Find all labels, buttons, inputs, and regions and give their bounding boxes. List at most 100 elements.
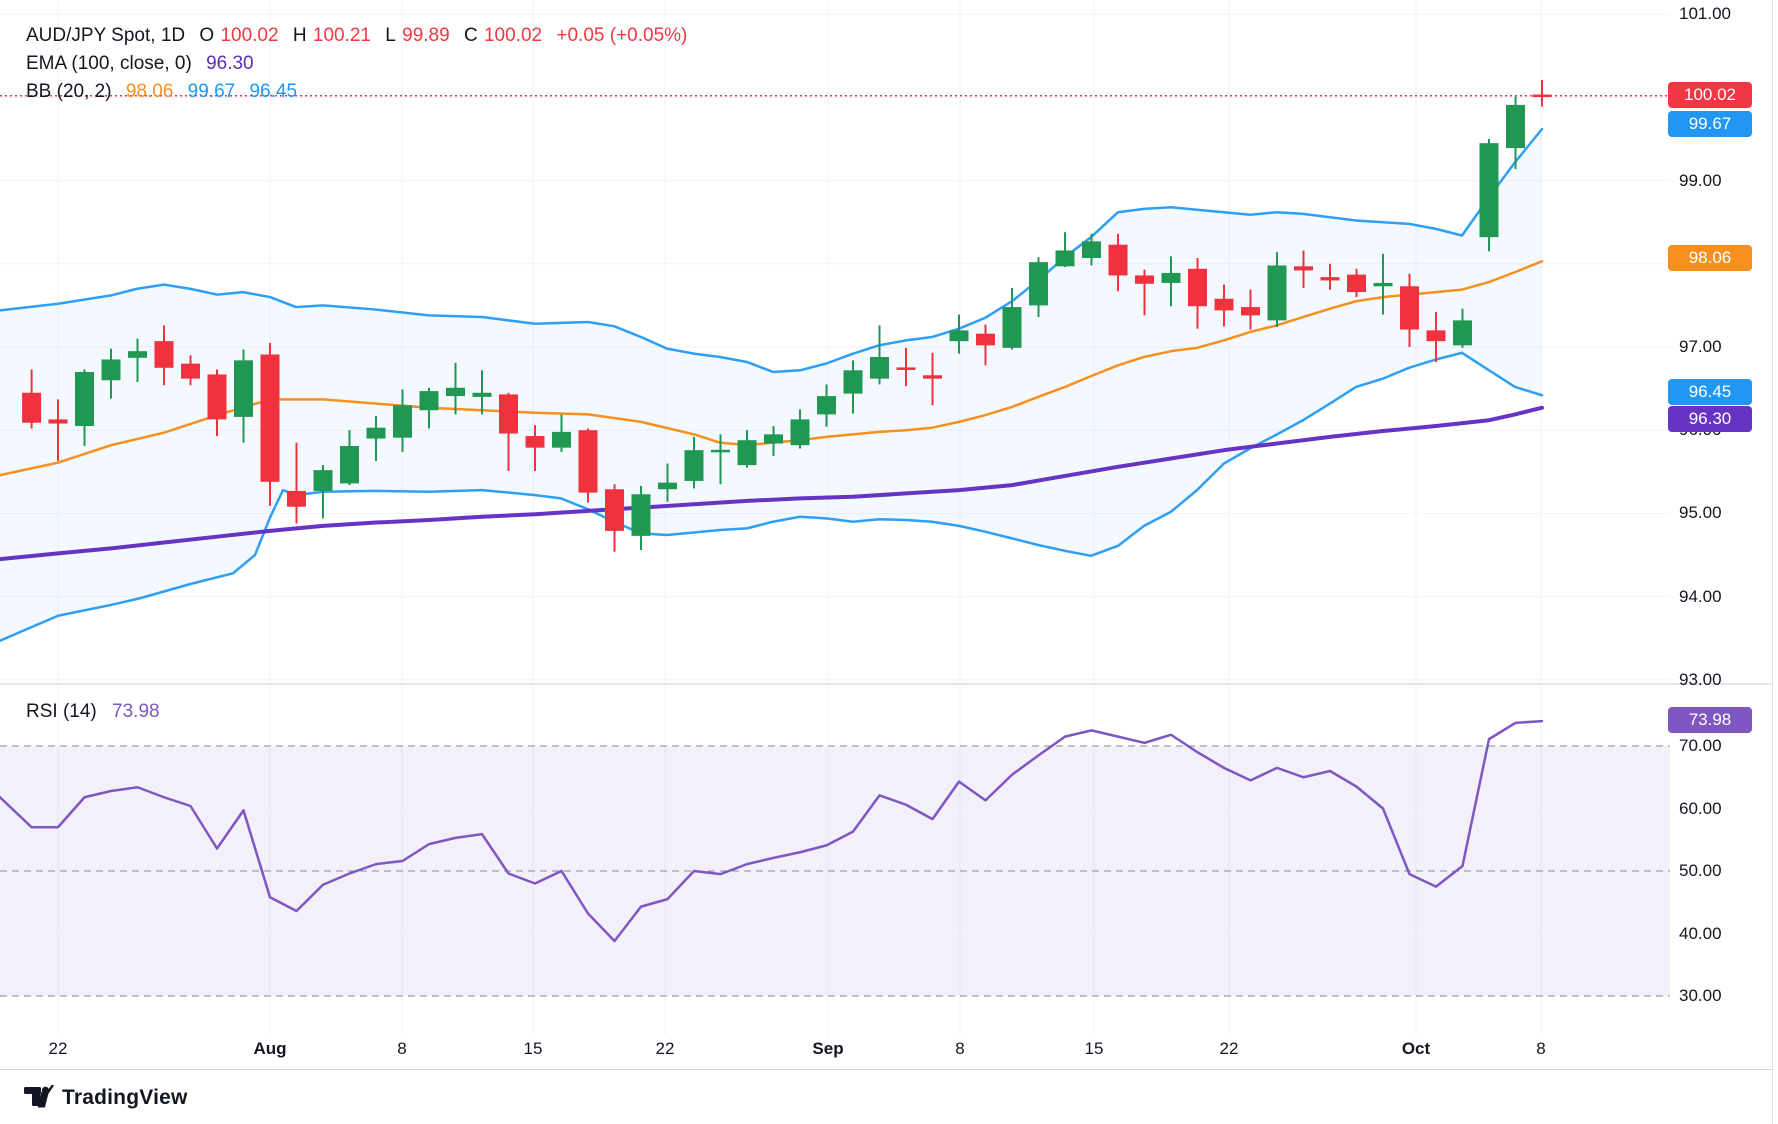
candle-body	[207, 374, 227, 420]
candle-body	[817, 396, 836, 415]
candle-body	[605, 489, 624, 531]
candle-body	[181, 363, 200, 379]
candle-body	[128, 351, 147, 358]
candle-body	[101, 359, 121, 381]
candle-body	[260, 354, 280, 482]
ema-indicator-row[interactable]: EMA (100, close, 0) 96.30	[26, 50, 696, 78]
candle-body	[1267, 265, 1287, 321]
candle-body	[631, 494, 651, 536]
price-badge: 96.45	[1668, 378, 1752, 405]
candle-body	[287, 490, 306, 507]
candle-body	[393, 405, 412, 438]
rsi-tick-label: 30.00	[1679, 986, 1722, 1005]
candle-body	[843, 370, 863, 394]
price-badge: 98.06	[1668, 244, 1752, 271]
close-prefix: C	[463, 25, 478, 46]
time-axis-label: Aug	[253, 1039, 287, 1058]
bb-fill-area	[0, 129, 1542, 641]
rsi-tick-label: 70.00	[1679, 736, 1722, 755]
ema-line	[0, 405, 1544, 562]
axis-border	[0, 1069, 1772, 1070]
time-axis-label: Sep	[812, 1039, 844, 1058]
candle-body	[472, 392, 492, 397]
candle-body	[1294, 266, 1313, 271]
candle-body	[1029, 262, 1048, 306]
candle-body	[446, 387, 465, 397]
candle-body	[949, 330, 969, 342]
bb-lower-value: 96.45	[249, 81, 298, 102]
candle-body	[1400, 286, 1419, 330]
candle-body	[313, 470, 333, 491]
price-badge: 100.02	[1668, 81, 1752, 108]
ema-value: 96.30	[206, 53, 254, 74]
pane-separator-handle[interactable]	[0, 683, 1772, 685]
candle-body	[1161, 272, 1181, 283]
open-prefix: O	[199, 25, 215, 46]
candle-body	[1241, 307, 1260, 316]
rsi-pane-canvas[interactable]	[0, 686, 1670, 1035]
candle-body	[790, 419, 810, 446]
candle-body	[1055, 250, 1075, 267]
time-axis-label: 8	[955, 1039, 965, 1058]
candle-body	[1214, 298, 1234, 311]
rsi-label[interactable]: RSI (14)	[26, 701, 97, 722]
high-value: 100.21	[312, 25, 371, 46]
tradingview-attribution[interactable]: TradingView	[24, 1080, 188, 1116]
rsi-indicator-row[interactable]: RSI (14) 73.98	[26, 700, 170, 724]
candle-body	[75, 371, 94, 427]
bb-indicator-row[interactable]: BB (20, 2) 98.06 99.67 96.45	[26, 78, 696, 106]
rsi-tick-label: 60.00	[1679, 798, 1722, 818]
symbol-title[interactable]: AUD/JPY Spot, 1D	[26, 25, 186, 46]
change-value: +0.05 (+0.05%)	[556, 25, 688, 46]
bb-label[interactable]: BB (20, 2)	[26, 81, 112, 102]
price-tick-label: 95.00	[1679, 503, 1722, 523]
low-prefix: L	[385, 25, 396, 46]
candle-body	[1135, 275, 1154, 284]
price-axis[interactable]: 101.00100.0099.0098.0097.0096.0095.0094.…	[1668, 0, 1772, 1069]
candle-body	[1506, 104, 1525, 149]
candle-body	[154, 341, 174, 368]
symbol-row[interactable]: AUD/JPY Spot, 1D O 100.02 H 100.21 L 99.…	[26, 22, 696, 50]
tradingview-logo-icon	[24, 1085, 54, 1108]
rsi-line	[0, 719, 1544, 943]
rsi-tick-label: 50.00	[1679, 861, 1722, 880]
candle-body	[552, 431, 571, 448]
candle-body	[1082, 241, 1101, 258]
candle-body	[340, 446, 359, 484]
candle-body	[923, 375, 942, 379]
candle-body	[1002, 307, 1022, 348]
candle-body	[1373, 282, 1393, 287]
candle-body	[1108, 244, 1128, 276]
candle-body	[499, 394, 518, 434]
time-axis-label: 8	[1536, 1039, 1546, 1058]
candle-body	[896, 367, 916, 370]
close-value: 100.02	[483, 25, 543, 46]
time-axis-label: Oct	[1401, 1039, 1431, 1058]
time-axis-label: 22	[1219, 1039, 1239, 1058]
price-tick-label: 94.00	[1679, 586, 1722, 606]
time-axis[interactable]: 22 Aug 8 15 22 Sep 8 15 22 Oct 8	[0, 1035, 1670, 1069]
candle-body	[737, 440, 757, 466]
candle-body	[1453, 320, 1472, 346]
candle-body	[976, 333, 995, 346]
candle-body	[1479, 143, 1499, 238]
candle-body	[870, 356, 889, 379]
bb-upper-value: 99.67	[187, 81, 236, 102]
price-tick-label: 93.00	[1679, 669, 1722, 689]
price-tick-label: 97.00	[1679, 337, 1722, 356]
time-axis-label: 22	[655, 1039, 675, 1058]
candle-body	[234, 360, 253, 417]
time-axis-label: 15	[1084, 1039, 1104, 1058]
ema-label[interactable]: EMA (100, close, 0)	[26, 53, 192, 74]
candle-body	[1347, 274, 1366, 293]
rsi-tick-label: 40.00	[1679, 923, 1722, 943]
rsi-badge: 73.98	[1668, 707, 1752, 734]
bb-basis-value: 98.06	[125, 81, 174, 102]
price-badge: 96.30	[1668, 406, 1752, 433]
candle-body	[764, 434, 783, 444]
tradingview-brand-text: TradingView	[62, 1086, 188, 1109]
candle-body	[48, 419, 68, 424]
candle-body	[658, 482, 677, 490]
price-pane-canvas[interactable]	[0, 0, 1670, 683]
